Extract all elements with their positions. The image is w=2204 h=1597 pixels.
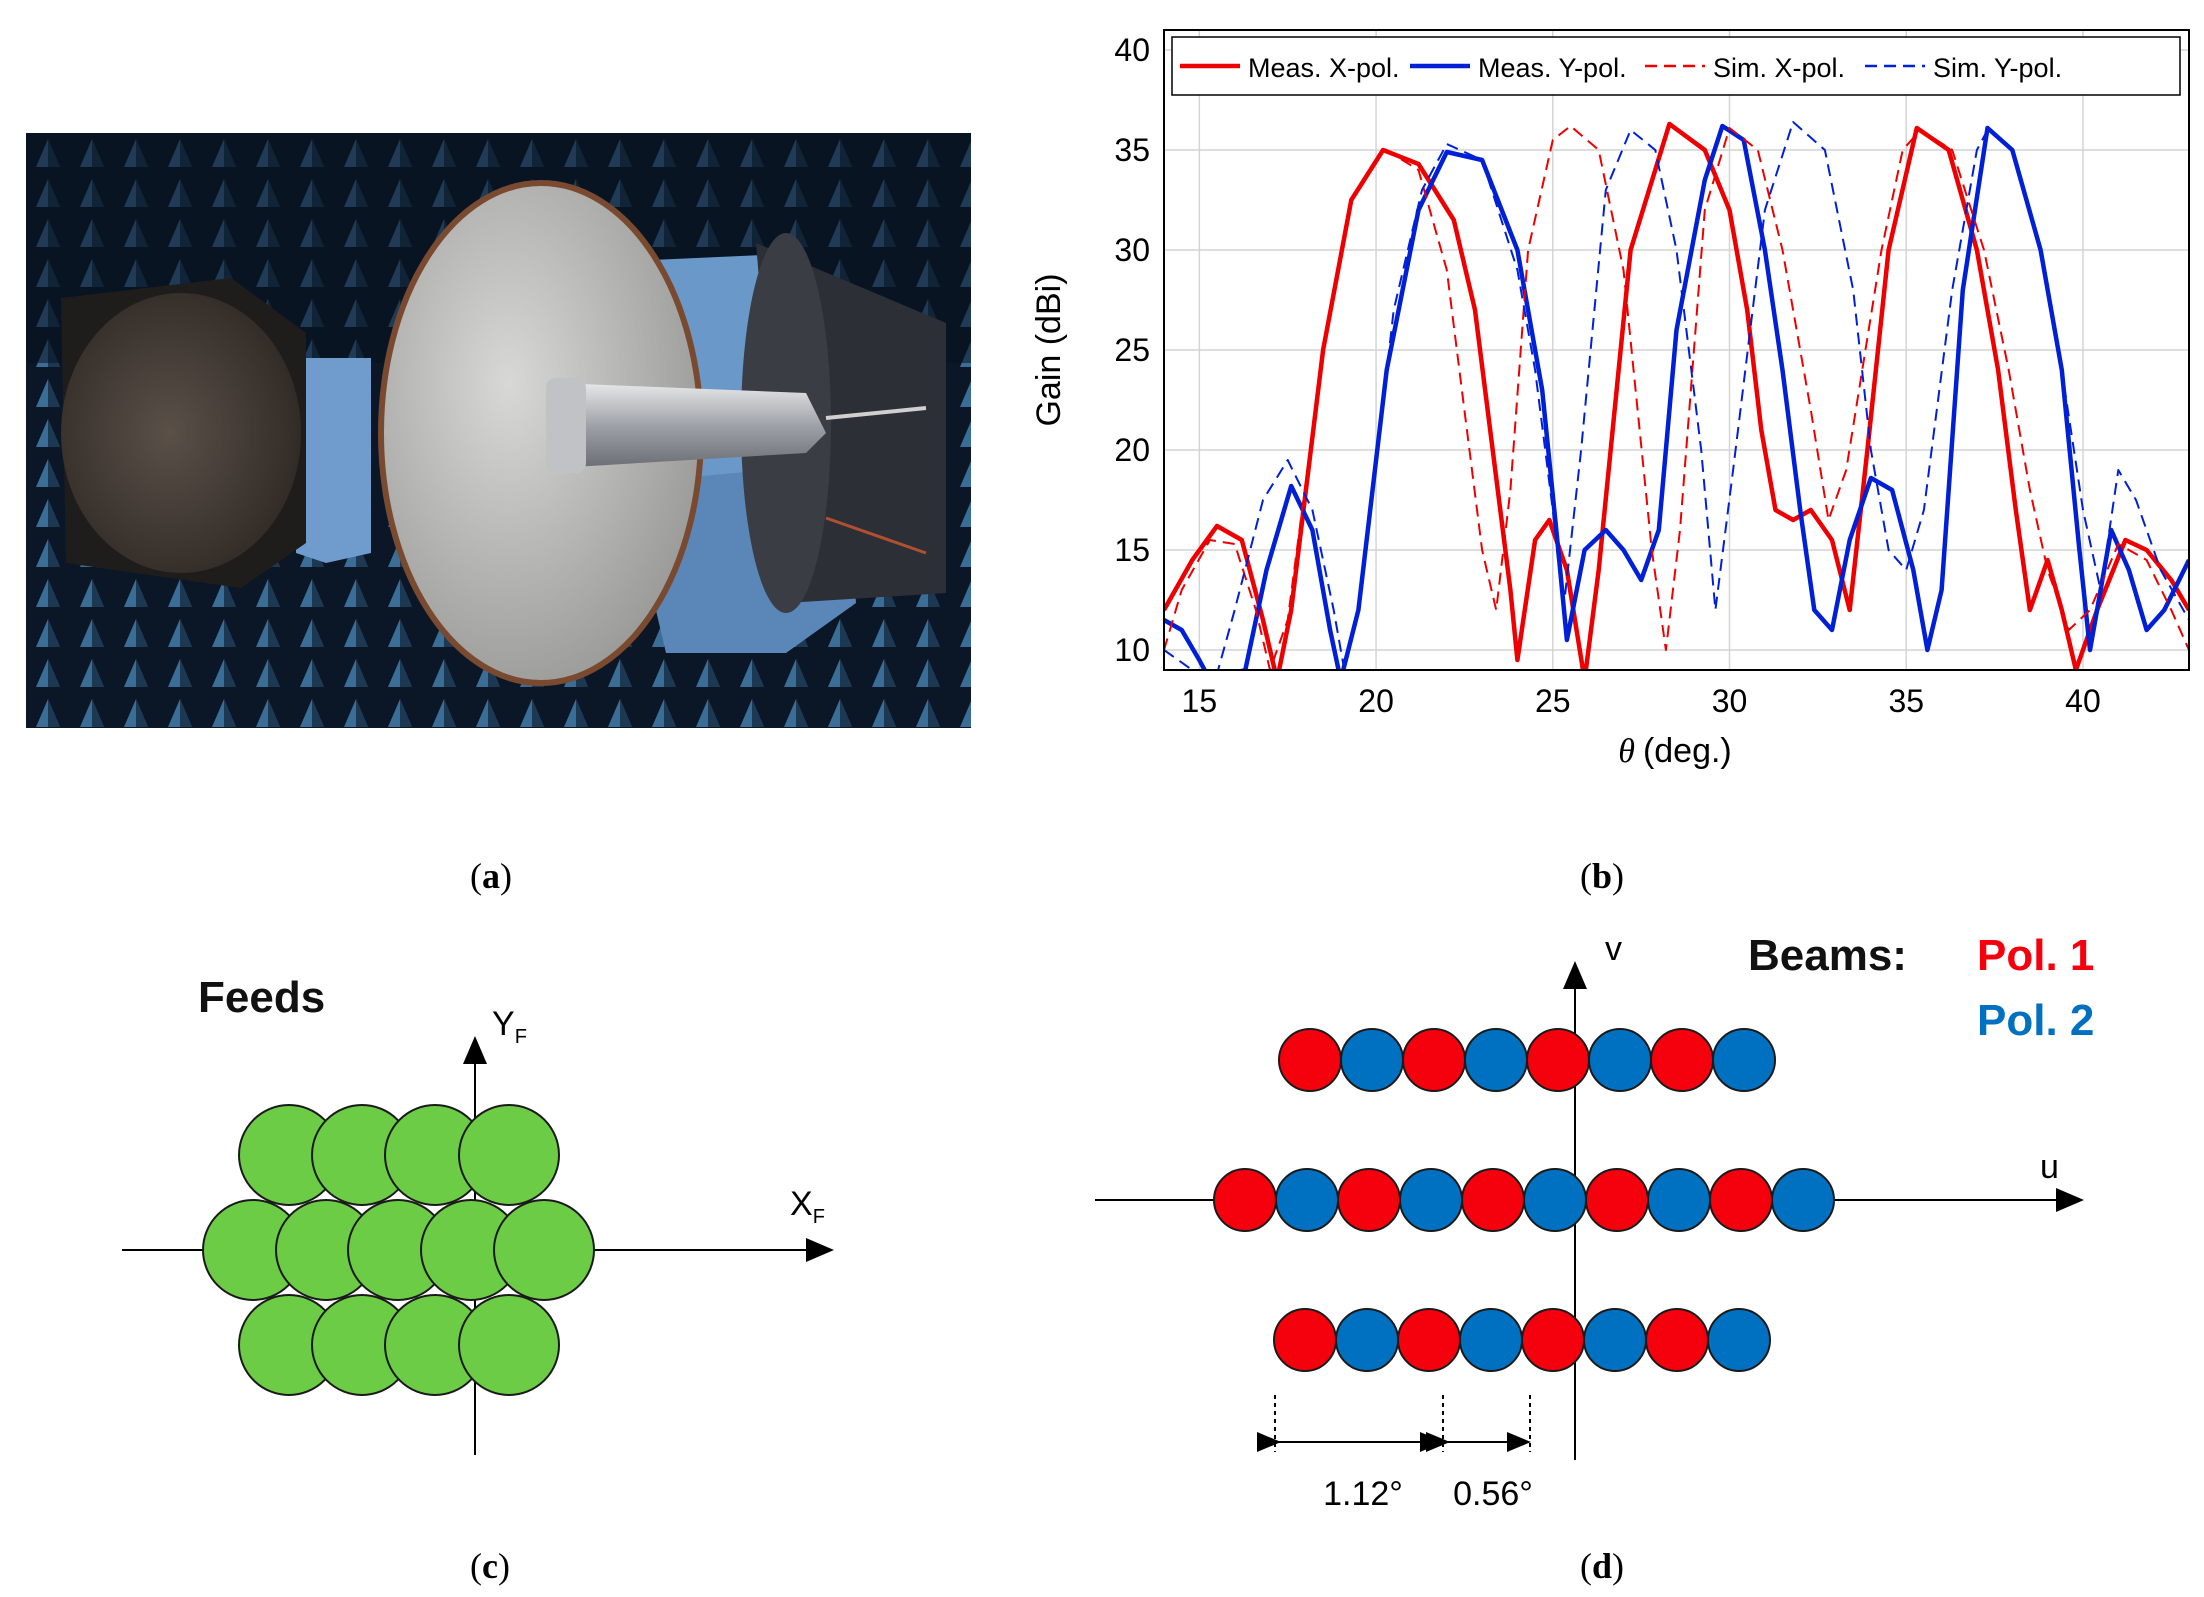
y-tick-label: 10 xyxy=(1114,632,1150,668)
beam-pol1 xyxy=(1585,1168,1649,1232)
beam-pol1 xyxy=(1337,1168,1401,1232)
beams-legend-title: Beams: xyxy=(1748,931,1907,980)
x-tick-label: 30 xyxy=(1712,683,1748,719)
feed-array xyxy=(202,1104,595,1396)
beam-pol2 xyxy=(1712,1028,1776,1092)
panel-c-feeds: Feeds XF YF xyxy=(100,960,860,1500)
beam-pol2 xyxy=(1335,1308,1399,1372)
beam-pol2 xyxy=(1459,1308,1523,1372)
y-tick-label: 15 xyxy=(1114,532,1150,568)
beam-pol2 xyxy=(1771,1168,1835,1232)
y-tick-label: 40 xyxy=(1114,32,1150,68)
chart-legend: Meas. X-pol. Meas. Y-pol. Sim. X-pol. Sim. … xyxy=(1171,36,2181,96)
feed-circle xyxy=(493,1199,595,1301)
beam-pol1 xyxy=(1650,1028,1714,1092)
v-axis-label: v xyxy=(1605,930,1622,968)
legend-entry: Sim. X-pol. xyxy=(1713,53,1845,83)
x-tick-label: 20 xyxy=(1358,683,1394,719)
beam-pol2 xyxy=(1588,1028,1652,1092)
beam-pol1 xyxy=(1213,1168,1277,1232)
feed-circle xyxy=(458,1294,560,1396)
chart-ticks: 15 20 25 30 35 40 10 15 20 25 30 35 40 xyxy=(1114,32,2100,719)
feed-circle xyxy=(458,1104,560,1206)
x-tick-label: 15 xyxy=(1182,683,1218,719)
y-axis-label: YF xyxy=(492,1005,527,1048)
panel-d-beams: u v Beams: Pol. 1 Pol. 2 1.12° 0.56° xyxy=(1080,910,2190,1540)
beam-pol1 xyxy=(1526,1028,1590,1092)
u-axis-label: u xyxy=(2040,1148,2059,1186)
beam-pol1 xyxy=(1397,1308,1461,1372)
beam-pol2 xyxy=(1399,1168,1463,1232)
antenna-photo xyxy=(26,133,971,728)
beam-pol1 xyxy=(1278,1028,1342,1092)
legend-entry: Sim. Y-pol. xyxy=(1933,53,2062,83)
feeds-title: Feeds xyxy=(198,973,325,1022)
panel-a-photo xyxy=(26,133,971,728)
x-axis-label: XF xyxy=(790,1185,825,1228)
caption-d: (d) xyxy=(1580,1546,1625,1586)
x-tick-label: 25 xyxy=(1535,683,1571,719)
beam-pol2 xyxy=(1583,1308,1647,1372)
y-tick-label: 35 xyxy=(1114,132,1150,168)
pol2-label: Pol. 2 xyxy=(1977,996,2094,1045)
beam-array xyxy=(1213,1028,1835,1372)
series-line-3 xyxy=(1164,125,2189,670)
x-tick-label: 40 xyxy=(2065,683,2101,719)
series-line-1 xyxy=(1164,121,2189,670)
plot-frame xyxy=(1163,29,2190,671)
spacing-2-label: 0.56° xyxy=(1453,1475,1533,1513)
beam-pol1 xyxy=(1521,1308,1585,1372)
y-tick-label: 20 xyxy=(1114,432,1150,468)
legend-entry: Meas. X-pol. xyxy=(1248,53,1400,83)
y-tick-label: 25 xyxy=(1114,332,1150,368)
chart-series xyxy=(1164,121,2189,670)
beam-pol1 xyxy=(1461,1168,1525,1232)
beam-pol1 xyxy=(1645,1308,1709,1372)
x-tick-label: 35 xyxy=(1888,683,1924,719)
beam-pol2 xyxy=(1340,1028,1404,1092)
caption-c: (c) xyxy=(470,1546,510,1586)
spacing-1-label: 1.12° xyxy=(1323,1475,1403,1513)
y-tick-label: 30 xyxy=(1114,232,1150,268)
series-line-4 xyxy=(1164,121,2189,670)
beam-pol2 xyxy=(1707,1308,1771,1372)
beam-pol2 xyxy=(1275,1168,1339,1232)
beam-pol1 xyxy=(1709,1168,1773,1232)
beam-pol1 xyxy=(1273,1308,1337,1372)
beam-pol2 xyxy=(1647,1168,1711,1232)
y-axis-label: Gain (dBi) xyxy=(1030,273,1068,426)
beam-pol2 xyxy=(1523,1168,1587,1232)
legend-entry: Meas. Y-pol. xyxy=(1478,53,1627,83)
beam-pol1 xyxy=(1402,1028,1466,1092)
caption-a: (a) xyxy=(470,856,512,896)
feeds-diagram: Feeds XF YF xyxy=(122,973,834,1455)
beams-diagram: u v Beams: Pol. 1 Pol. 2 1.12° 0.56° xyxy=(1095,930,2094,1513)
x-axis-label: θ (deg.) xyxy=(1618,732,1732,770)
pol1-label: Pol. 1 xyxy=(1977,931,2094,980)
beam-pol2 xyxy=(1464,1028,1528,1092)
series-line-2 xyxy=(1164,123,2189,670)
panel-b-gain-chart: 15 20 25 30 35 40 10 15 20 25 30 35 40 Meas. X-pol. M… xyxy=(1020,20,2195,780)
caption-b: (b) xyxy=(1580,856,1625,896)
